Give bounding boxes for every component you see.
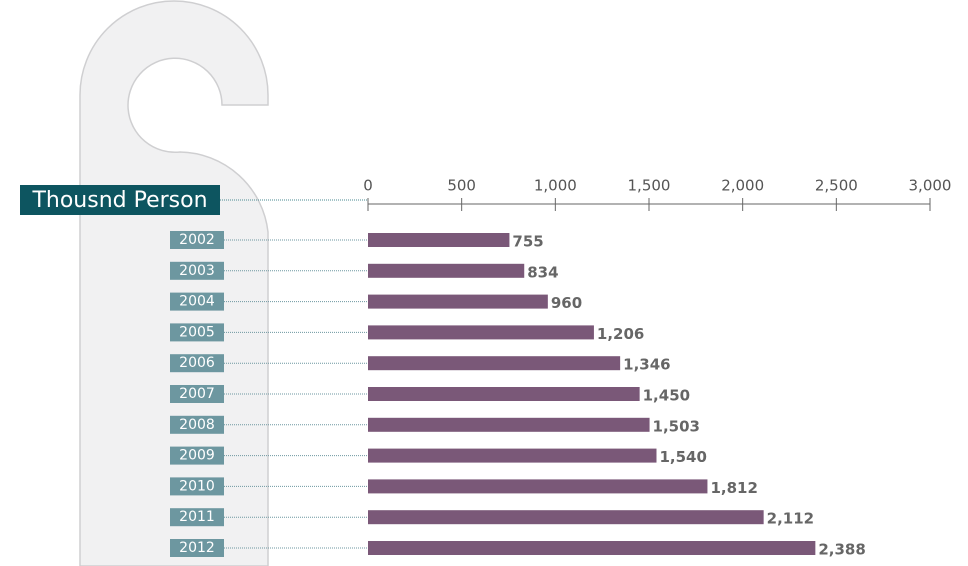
value-label: 2,388 (818, 541, 865, 559)
y-tick-label: 2004 (179, 294, 215, 310)
x-tick-label: 1,500 (628, 177, 671, 195)
y-tick-label: 2007 (179, 386, 215, 402)
category-box (170, 323, 224, 342)
value-label: 1,346 (623, 356, 670, 374)
value-label: 1,450 (643, 387, 690, 405)
x-tick-label: 1,000 (534, 177, 577, 195)
category-box (170, 231, 224, 249)
value-label: 2,112 (767, 510, 814, 528)
y-tick-label: 2005 (179, 324, 215, 340)
bar (368, 479, 708, 494)
y-tick-label: 2010 (179, 478, 215, 494)
x-tick-label: 2,000 (721, 177, 764, 195)
bar (368, 387, 640, 401)
y-tick-label: 2006 (179, 355, 215, 371)
category-box (170, 539, 224, 557)
bar (368, 417, 650, 432)
category-box (170, 508, 224, 527)
category-box (170, 292, 224, 311)
value-label: 1,812 (710, 479, 757, 497)
y-tick-label: 2008 (179, 417, 215, 433)
bar (368, 356, 621, 371)
bar (368, 263, 525, 278)
value-label: 1,540 (659, 448, 706, 466)
category-box (170, 477, 224, 496)
x-tick-label: 0 (363, 177, 373, 195)
value-label: 960 (551, 294, 582, 312)
category-box (170, 261, 224, 280)
y-tick-label: 2009 (179, 448, 215, 464)
value-label: 1,206 (597, 325, 644, 343)
axis-label: Thousnd Person (31, 188, 207, 213)
category-box (170, 354, 224, 373)
bar (368, 510, 764, 525)
bar (368, 448, 657, 463)
x-tick-label: 500 (447, 177, 476, 195)
axis-label-box (20, 185, 220, 215)
bar (368, 294, 548, 309)
bar (368, 541, 816, 555)
y-tick-label: 2012 (179, 540, 215, 556)
y-tick-label: 2003 (179, 263, 215, 279)
x-tick-label: 2,500 (815, 177, 858, 195)
x-tick-label: 3,000 (909, 177, 952, 195)
value-label: 1,503 (653, 417, 700, 435)
value-label: 834 (527, 263, 558, 281)
y-tick-label: 2011 (179, 509, 215, 525)
category-box (170, 385, 224, 403)
category-box (170, 446, 224, 465)
category-box (170, 415, 224, 434)
bar (368, 325, 594, 340)
value-label: 755 (512, 233, 543, 251)
y-tick-label: 2002 (179, 232, 215, 248)
bar (368, 233, 510, 247)
